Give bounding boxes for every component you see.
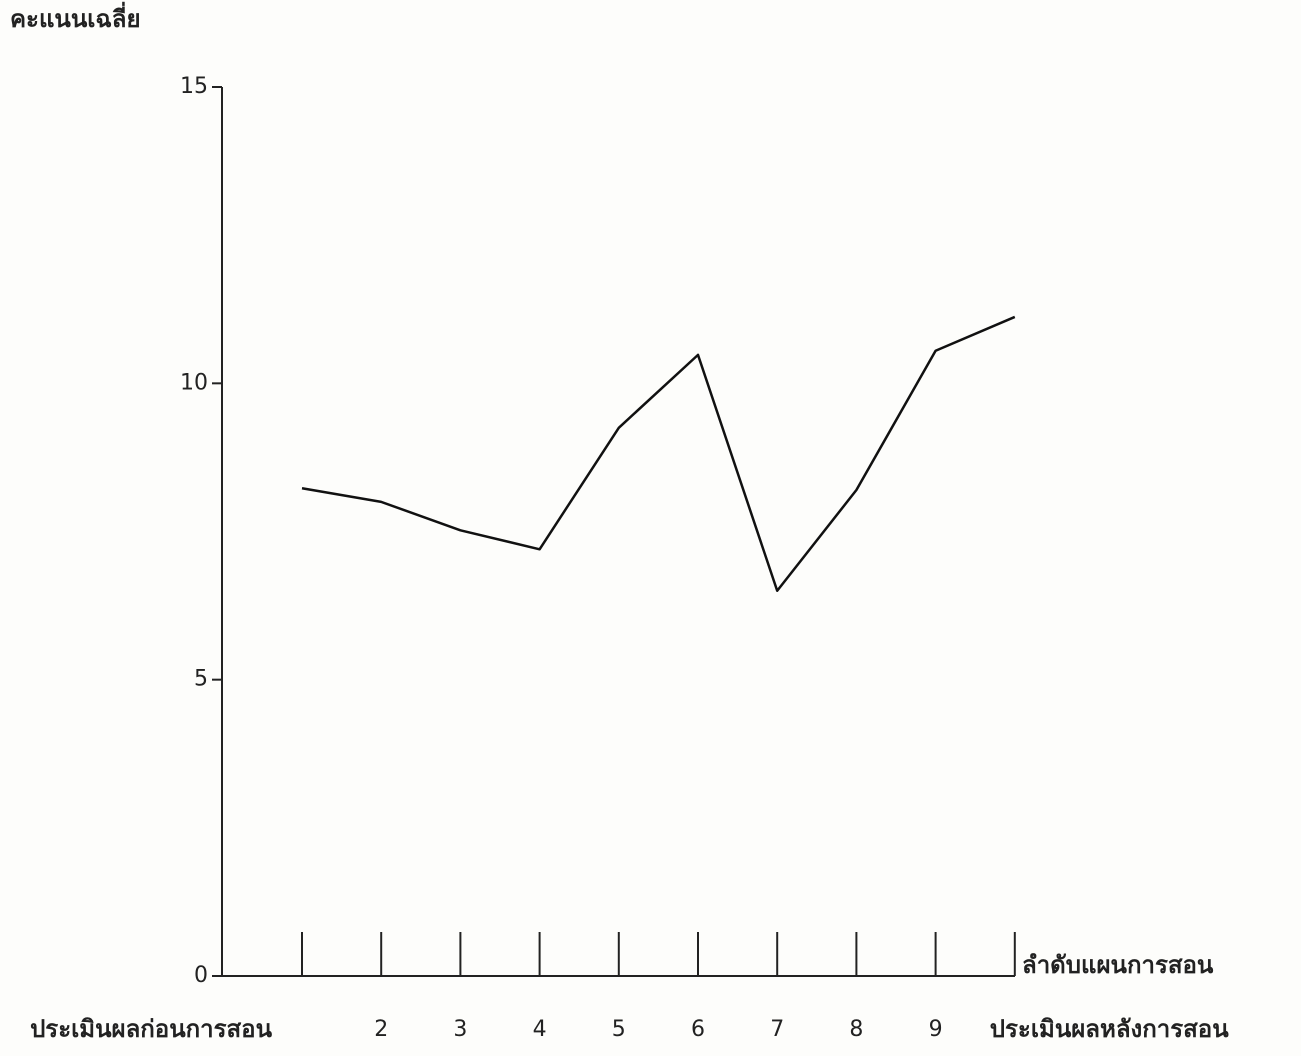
x-tick-label: ประเมินผลก่อนการสอน	[30, 1015, 273, 1043]
x-tick-label: ประเมินผลหลังการสอน	[990, 1015, 1229, 1043]
x-tick-label: 9	[929, 1017, 943, 1042]
x-tick-label: 4	[533, 1017, 547, 1042]
x-tick-label: 6	[691, 1017, 705, 1042]
x-tick-label: 7	[770, 1017, 784, 1042]
x-tick-label: 5	[612, 1017, 626, 1042]
x-axis-title: ลำดับแผนการสอน	[1022, 951, 1214, 979]
y-tick-label: 0	[194, 963, 208, 988]
y-tick-label: 5	[194, 667, 208, 692]
y-tick-label: 10	[180, 370, 208, 395]
x-tick-label: 8	[849, 1017, 863, 1042]
x-tick-label: 2	[374, 1017, 388, 1042]
y-axis-title: คะแนนเฉลี่ย	[10, 1, 141, 33]
y-tick-label: 15	[180, 74, 208, 99]
data-line	[301, 315, 1016, 593]
x-tick-label: 3	[453, 1017, 467, 1042]
